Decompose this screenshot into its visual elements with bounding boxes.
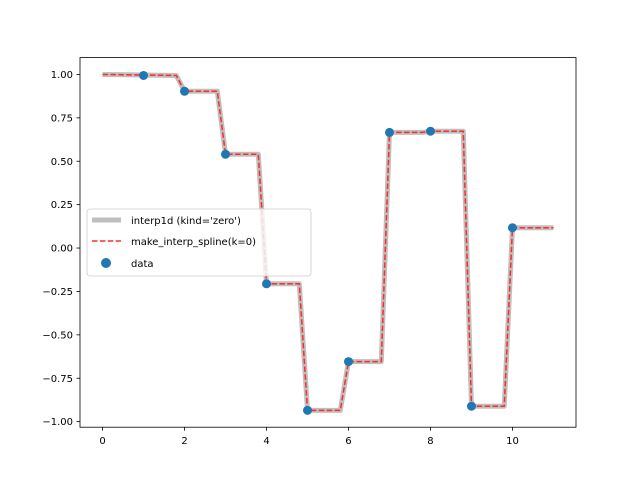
y-tick-label: 0.25 xyxy=(51,200,73,211)
data-point xyxy=(466,401,476,411)
y-axis: 1.00 0.75 0.50 0.25 0.00 −0.25 −0.50 −0.75 −1.00 xyxy=(42,70,80,428)
y-tick-label: −0.25 xyxy=(42,287,73,298)
legend: interp1d (kind='zero') make_interp_splin… xyxy=(86,208,312,277)
x-tick-label: 2 xyxy=(181,436,187,447)
data-point xyxy=(507,223,517,233)
y-tick-label: −0.75 xyxy=(42,374,73,385)
legend-box xyxy=(86,208,312,277)
x-tick-label: 6 xyxy=(345,436,351,447)
data-point xyxy=(303,405,312,415)
y-tick-label: 0.75 xyxy=(51,113,73,124)
plot-series xyxy=(102,70,554,415)
legend-handle-data xyxy=(101,258,111,268)
data-point xyxy=(425,126,435,136)
y-tick-label: −1.00 xyxy=(42,417,73,428)
data-point xyxy=(139,70,149,80)
y-tick-label: 0.00 xyxy=(51,244,73,255)
x-tick-label: 0 xyxy=(99,436,105,447)
data-point xyxy=(344,357,353,367)
legend-label-interp1d: interp1d (kind='zero') xyxy=(131,216,241,227)
data-point xyxy=(221,149,231,159)
y-tick-label: 0.50 xyxy=(51,157,73,168)
x-tick-label: 4 xyxy=(263,436,269,447)
x-tick-label: 8 xyxy=(427,436,433,447)
data-point xyxy=(262,279,272,289)
data-point xyxy=(180,86,190,96)
series-line-1 xyxy=(102,73,554,412)
legend-label-spline: make_interp_spline(k=0) xyxy=(131,237,256,248)
x-axis: 0 2 4 6 8 10 xyxy=(99,427,519,447)
y-tick-label: −0.50 xyxy=(42,330,73,341)
x-tick-label: 10 xyxy=(506,436,519,447)
axes-frame xyxy=(79,57,577,428)
legend-label-data: data xyxy=(131,259,154,270)
data-point xyxy=(384,127,394,137)
y-tick-label: 1.00 xyxy=(51,70,73,81)
